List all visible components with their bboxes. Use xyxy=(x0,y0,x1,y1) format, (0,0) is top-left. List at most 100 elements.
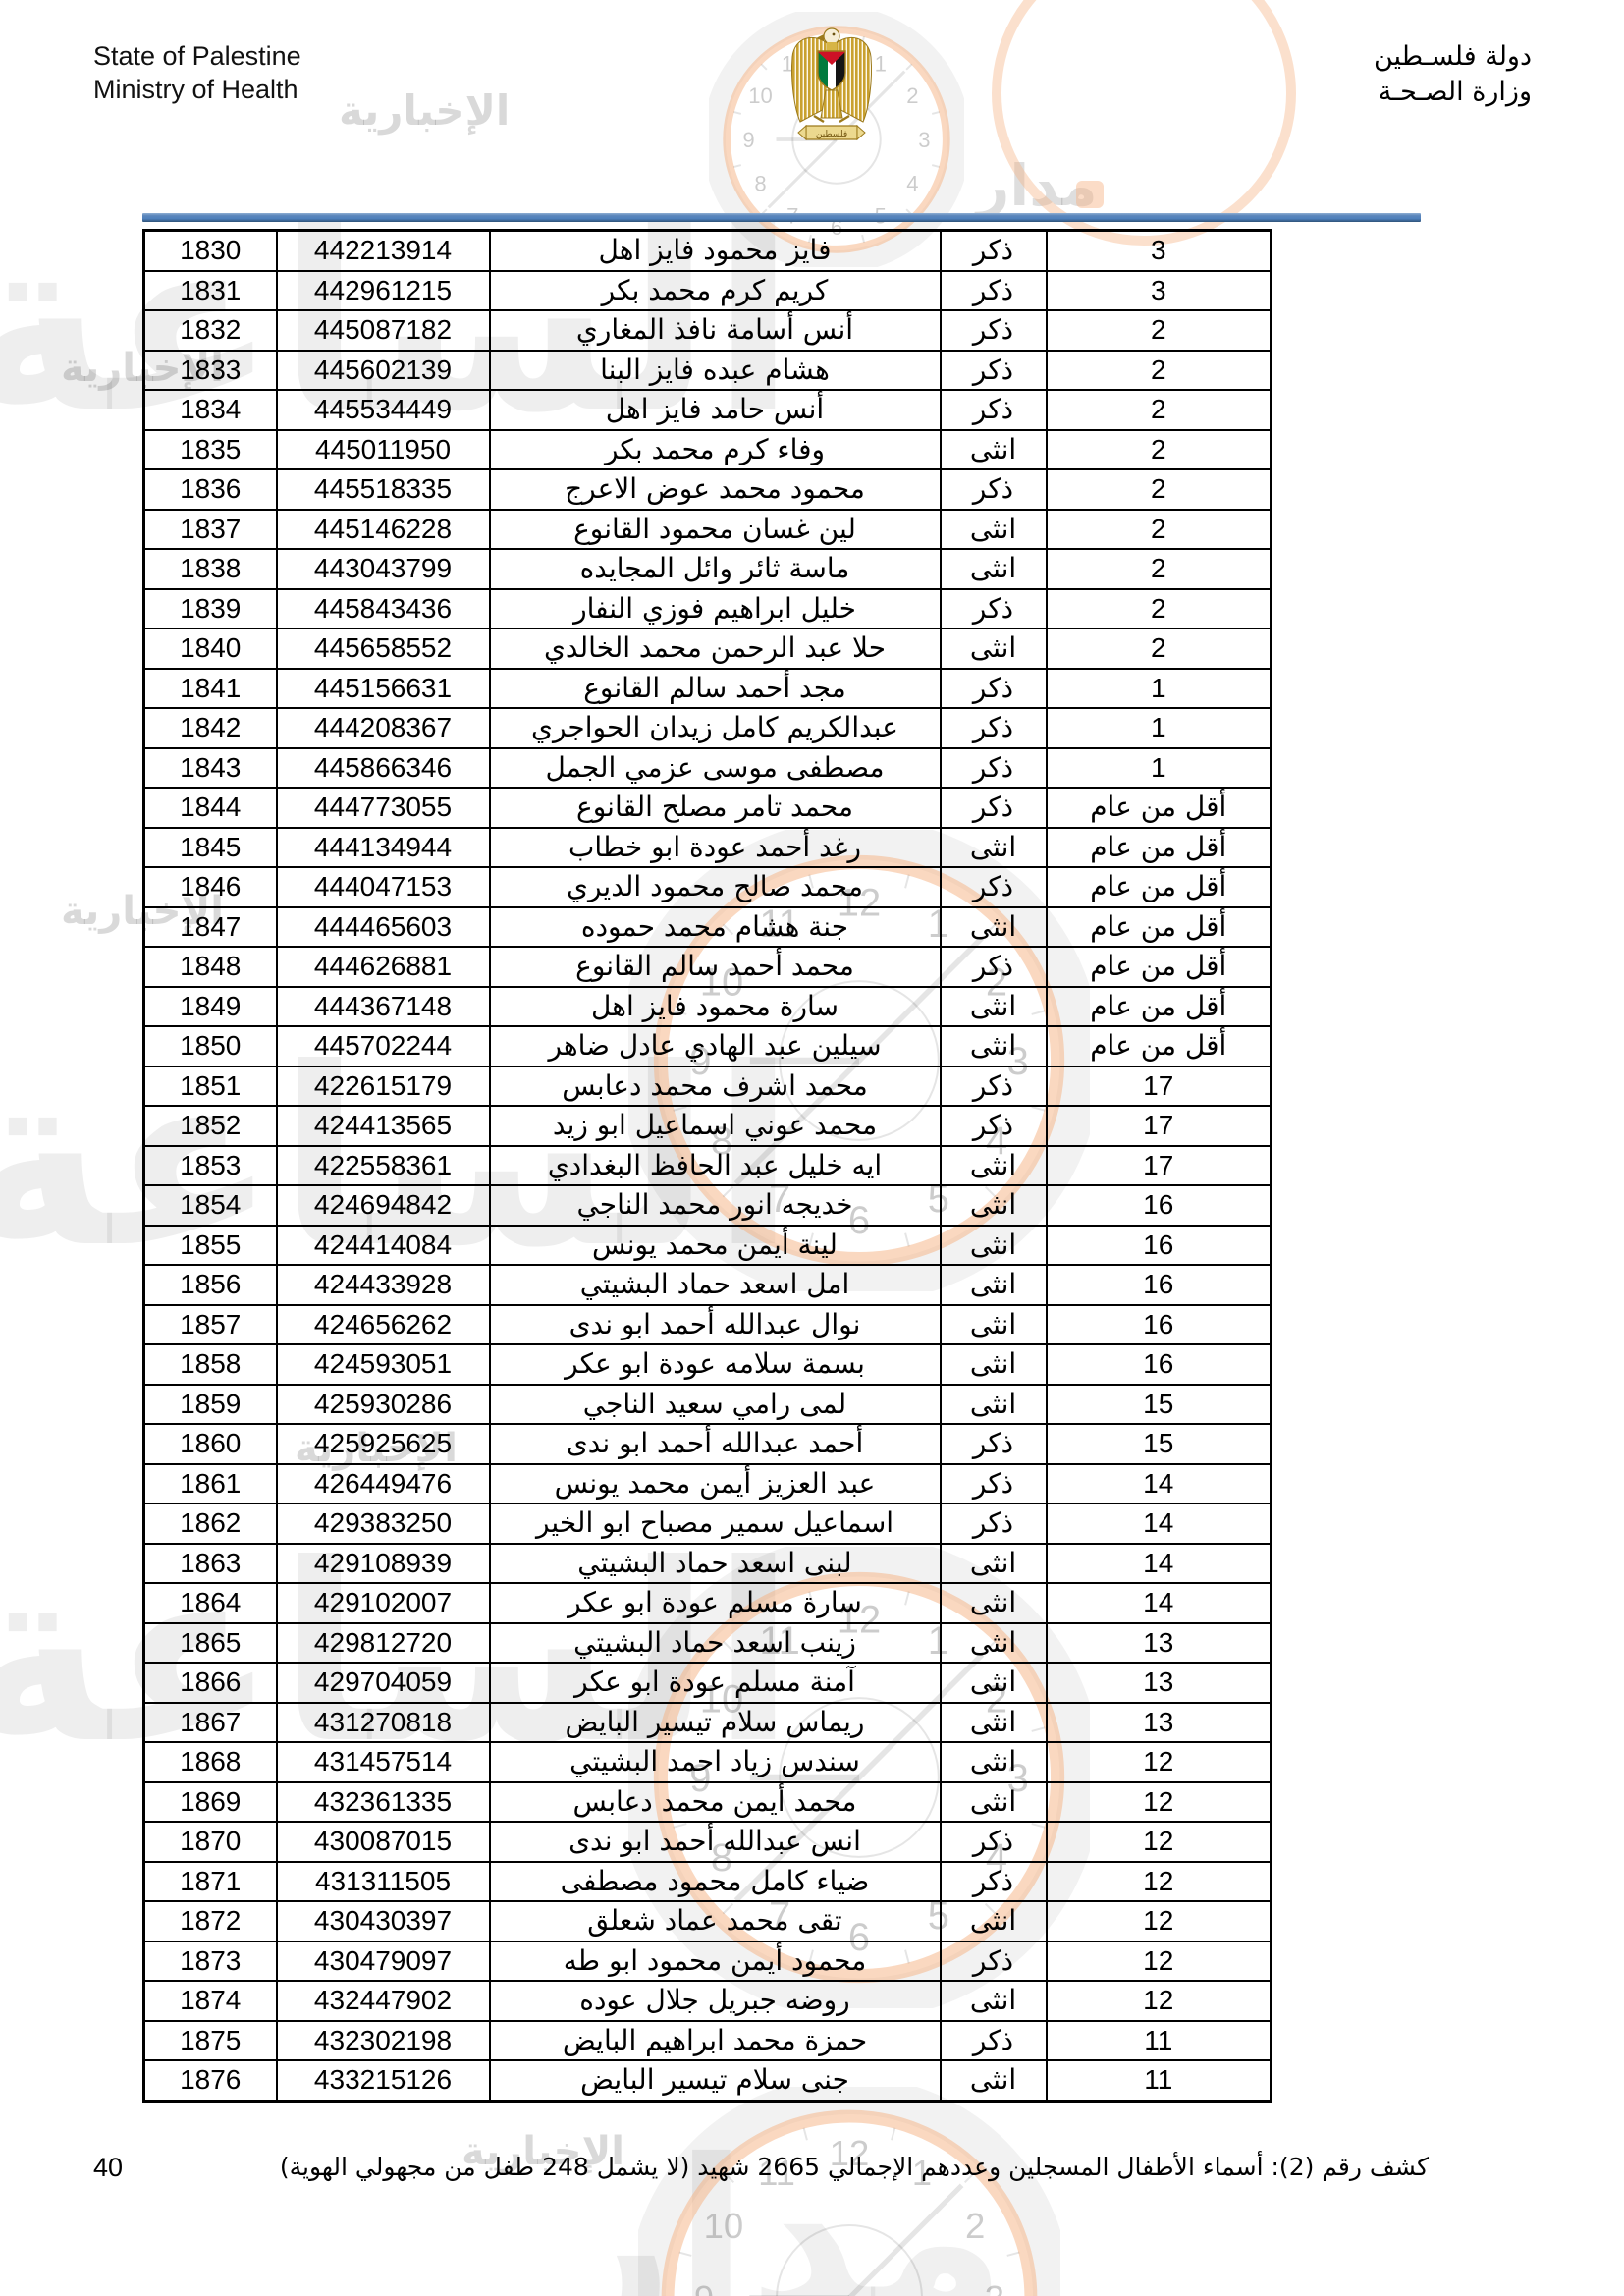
logo-banner-text: فلسطين xyxy=(816,130,847,139)
table-row: 1853 422558361 ايه خليل عبد الحافظ البغداد… xyxy=(142,1144,1272,1186)
cell-name: ضياء كامل محمود مصطفى xyxy=(488,1860,942,1902)
cell-serial: 1867 xyxy=(142,1701,278,1743)
cell-serial: 1841 xyxy=(142,667,278,709)
cell-serial: 1870 xyxy=(142,1821,278,1863)
table-row: 1861 426449476 عبد العزيز أيمن محمد يونس ذك… xyxy=(142,1462,1272,1504)
cell-serial: 1846 xyxy=(142,866,278,908)
cell-gender: ذكر xyxy=(939,229,1048,272)
table-row: 1854 424694842 خديجه انور محمد الناجي انثى 1… xyxy=(142,1184,1272,1227)
cell-age: 16 xyxy=(1045,1224,1272,1266)
cell-name: سارة محمود فايز اهل xyxy=(488,985,942,1027)
cell-id-number: 424414084 xyxy=(275,1224,491,1266)
cell-name: لينة أيمن محمد يونس xyxy=(488,1224,942,1266)
cell-id-number: 445843436 xyxy=(275,587,491,629)
cell-gender: انثى xyxy=(939,1184,1048,1227)
cell-gender: ذكر xyxy=(939,1105,1048,1147)
cell-gender: انثى xyxy=(939,1621,1048,1664)
cell-serial: 1838 xyxy=(142,548,278,590)
cell-id-number: 433215126 xyxy=(275,2059,491,2102)
cell-gender: ذكر xyxy=(939,1423,1048,1465)
table-row: 1845 444134944 رغد أحمد عودة ابو خطاب انثى أ… xyxy=(142,826,1272,868)
table-row: 1863 429108939 لبنى اسعد حماد البشيتي انثى 1… xyxy=(142,1542,1272,1584)
table-row: 1876 433215126 جنى سلام تيسير البايض انثى 11 xyxy=(142,2059,1272,2102)
cell-serial: 1865 xyxy=(142,1621,278,1664)
cell-id-number: 445658552 xyxy=(275,628,491,670)
cell-id-number: 431270818 xyxy=(275,1701,491,1743)
cell-id-number: 444773055 xyxy=(275,787,491,829)
cell-id-number: 431311505 xyxy=(275,1860,491,1902)
cell-id-number: 429102007 xyxy=(275,1582,491,1624)
cell-id-number: 443043799 xyxy=(275,548,491,590)
cell-name: مصطفى موسى عزمي الجمل xyxy=(488,746,942,789)
cell-serial: 1859 xyxy=(142,1383,278,1425)
cell-gender: انثى xyxy=(939,1980,1048,2022)
cell-name: رغد أحمد عودة ابو خطاب xyxy=(488,826,942,868)
page-number: 40 xyxy=(93,2153,124,2182)
cell-serial: 1850 xyxy=(142,1025,278,1067)
cell-id-number: 445146228 xyxy=(275,508,491,550)
table-row: 1875 432302198 حمزة محمد ابراهيم البايض ذكر… xyxy=(142,2019,1272,2061)
cell-age: أقل من عام xyxy=(1045,866,1272,908)
cell-serial: 1834 xyxy=(142,389,278,431)
cell-id-number: 426449476 xyxy=(275,1462,491,1504)
cell-id-number: 442213914 xyxy=(275,229,491,272)
cell-name: امل اسعد حماد البشيتي xyxy=(488,1264,942,1306)
cell-name: محمود محمد عوض الاعرج xyxy=(488,468,942,511)
table-body: 1830 442213914 فايز محمود فايز اهل ذكر 3 1831… xyxy=(142,229,1272,2102)
cell-serial: 1842 xyxy=(142,707,278,749)
cell-name: هشام عبده فايز البنا xyxy=(488,349,942,391)
cell-gender: ذكر xyxy=(939,946,1048,988)
cell-name: ايه خليل عبد الحافظ البغدادي xyxy=(488,1144,942,1186)
cell-name: لمى رامي سعيد الناجي xyxy=(488,1383,942,1425)
cell-id-number: 422615179 xyxy=(275,1065,491,1107)
cell-name: وفاء كرم محمد بكر xyxy=(488,428,942,470)
cell-id-number: 424694842 xyxy=(275,1184,491,1227)
cell-age: أقل من عام xyxy=(1045,826,1272,868)
cell-age: 14 xyxy=(1045,1503,1272,1545)
svg-text:3: 3 xyxy=(918,128,930,152)
cell-gender: انثى xyxy=(939,428,1048,470)
cell-age: 2 xyxy=(1045,309,1272,352)
cell-age: 2 xyxy=(1045,468,1272,511)
cell-serial: 1831 xyxy=(142,269,278,311)
cell-gender: ذكر xyxy=(939,389,1048,431)
cell-id-number: 432447902 xyxy=(275,1980,491,2022)
cell-name: ماسة ثائر وائل المجايده xyxy=(488,548,942,590)
cell-gender: انثى xyxy=(939,508,1048,550)
cell-name: روضه جبريل جلال عوده xyxy=(488,1980,942,2022)
svg-text:10: 10 xyxy=(748,83,773,108)
cell-gender: ذكر xyxy=(939,1462,1048,1504)
cell-age: 1 xyxy=(1045,707,1272,749)
table-row: 1862 429383250 اسماعيل سمير مصباح ابو الخي… xyxy=(142,1503,1272,1545)
cell-age: 14 xyxy=(1045,1582,1272,1624)
cell-age: 12 xyxy=(1045,1821,1272,1863)
cell-age: 16 xyxy=(1045,1343,1272,1386)
cell-serial: 1848 xyxy=(142,946,278,988)
cell-gender: انثى xyxy=(939,1343,1048,1386)
cell-gender: ذكر xyxy=(939,349,1048,391)
watermark-text: مدار xyxy=(977,152,1098,219)
cell-id-number: 424433928 xyxy=(275,1264,491,1306)
cell-id-number: 424593051 xyxy=(275,1343,491,1386)
cell-name: زينب اسعد حماد البشيتي xyxy=(488,1621,942,1664)
table-row: 1840 445658552 حلا عبد الرحمن محمد الخالدي… xyxy=(142,628,1272,670)
table-row: 1868 431457514 سندس زياد احمد البشيتي انثى 1… xyxy=(142,1741,1272,1783)
cell-age: 2 xyxy=(1045,428,1272,470)
cell-age: 11 xyxy=(1045,2059,1272,2102)
cell-age: 17 xyxy=(1045,1065,1272,1107)
cell-serial: 1833 xyxy=(142,349,278,391)
cell-id-number: 445087182 xyxy=(275,309,491,352)
table-row: 1831 442961215 كريم كرم محمد بكر ذكر 3 xyxy=(142,269,1272,311)
cell-serial: 1861 xyxy=(142,1462,278,1504)
header-divider-line xyxy=(142,213,1421,222)
cell-serial: 1856 xyxy=(142,1264,278,1306)
cell-serial: 1855 xyxy=(142,1224,278,1266)
svg-text:3: 3 xyxy=(985,2278,1004,2296)
watermark-blob xyxy=(1076,181,1104,208)
cell-gender: انثى xyxy=(939,826,1048,868)
cell-id-number: 445156631 xyxy=(275,667,491,709)
table-row: 1872 430430397 تقى محمد عماد شعلق انثى 12 xyxy=(142,1900,1272,1942)
cell-gender: انثى xyxy=(939,548,1048,590)
cell-name: آمنة مسلم عودة ابو عكر xyxy=(488,1662,942,1704)
cell-serial: 1863 xyxy=(142,1542,278,1584)
